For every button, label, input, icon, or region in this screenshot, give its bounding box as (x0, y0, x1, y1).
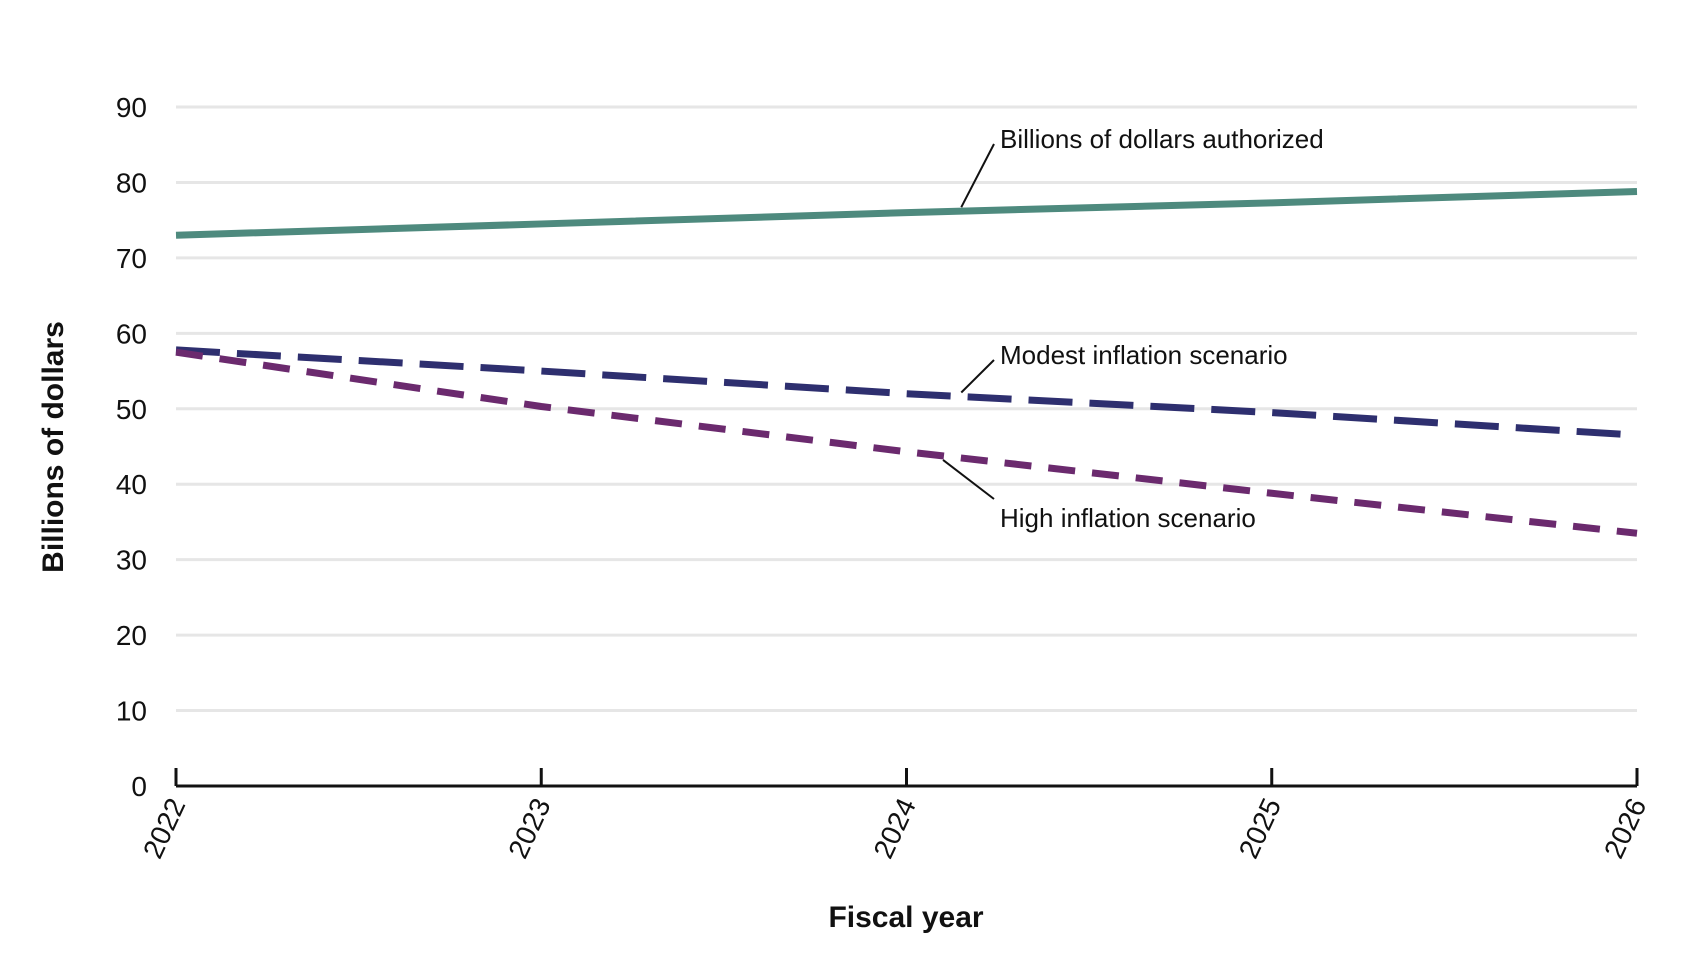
series-annotations: Billions of dollars authorized Modest inf… (942, 124, 1324, 533)
y-tick-label: 90 (116, 92, 147, 123)
x-tick-label: 2026 (1598, 793, 1652, 863)
y-tick-label: 40 (116, 469, 147, 500)
y-tick-label: 20 (116, 620, 147, 651)
series-annotation: Modest inflation scenario (1000, 340, 1288, 370)
series-line-billions-of-dollars-authorized (175, 187, 1638, 239)
x-axis-title: Fiscal year (828, 901, 983, 934)
annotation-leader (942, 459, 995, 500)
x-axis (174, 768, 1639, 788)
series-line-modest-inflation-scenario (175, 346, 1638, 439)
annotation-leader (960, 359, 995, 394)
series-lines (175, 187, 1638, 537)
series-annotation: High inflation scenario (1000, 503, 1256, 533)
gridlines (176, 105, 1637, 713)
x-tick-label: 2023 (502, 793, 556, 863)
y-tick-label: 70 (116, 243, 147, 274)
y-tick-label: 30 (116, 545, 147, 576)
annotation-leader (960, 143, 995, 208)
x-tick-label: 2024 (868, 793, 922, 863)
y-axis-title: Billions of dollars (37, 321, 70, 573)
y-tick-label: 60 (116, 318, 147, 349)
y-tick-label: 50 (116, 394, 147, 425)
series-annotation: Billions of dollars authorized (1000, 124, 1324, 154)
x-tick-label: 2025 (1233, 793, 1287, 863)
y-tick-label: 0 (131, 771, 147, 802)
x-tick-label: 2022 (137, 793, 191, 863)
y-tick-label: 10 (116, 696, 147, 727)
series-line-high-inflation-scenario (175, 348, 1638, 537)
tick-labels: 0 10 20 30 40 50 60 70 80 90 2022 2023 2024 2025 2026 (116, 92, 1653, 863)
y-tick-label: 80 (116, 167, 147, 198)
